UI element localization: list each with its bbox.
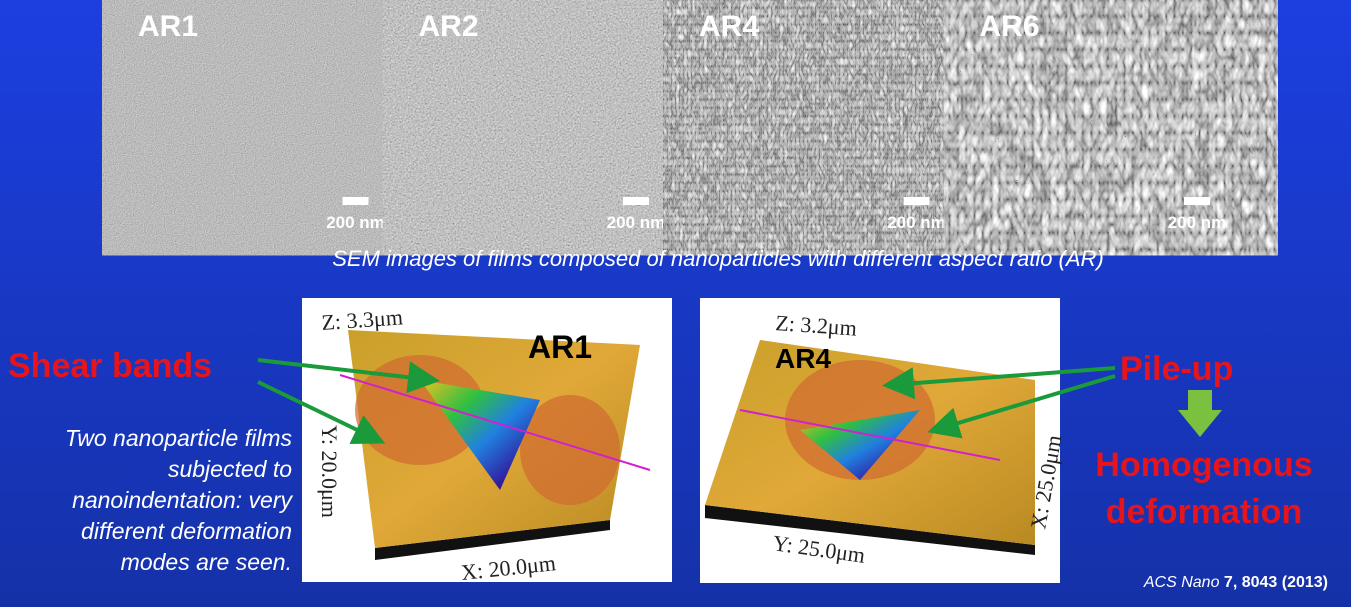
sem-label: AR6 [980,10,1040,43]
scale-bar [1184,197,1210,205]
arrow [257,358,440,394]
scale-text: 200 nm [326,213,385,232]
y-label: Y: 20.0μm [317,425,342,518]
description-line: modes are seen. [121,549,292,575]
indent [420,380,540,490]
sem-image [130,8,409,233]
afm-label: AR1 [528,329,592,365]
profile-line [739,409,1001,461]
sem-label: AR4 [699,10,759,43]
sem-caption: SEM images of films composed of nanopart… [332,246,1104,271]
sem-label: AR1 [138,10,198,43]
sem-image [971,8,1250,233]
citation: ACS Nano 7, 8043 (2013) [1143,574,1328,591]
down-arrow [1178,390,1222,437]
arrow [882,366,1116,400]
afm-base [705,505,1035,555]
result: Homogenous deformation [1095,446,1312,531]
sem-image [410,8,689,233]
pile-up [520,395,620,505]
scale-bar [342,197,369,205]
description: Two nanoparticle films subjected to nanoin… [65,425,294,575]
description-line: Two nanoparticle films [65,425,293,451]
sem-image [691,8,970,233]
scale-text: 200 nm [1168,213,1227,232]
arrow [927,374,1116,439]
arrow [257,380,386,444]
journal: ACS Nano [1143,574,1220,591]
result-line: deformation [1106,493,1302,531]
pile-up-label: Pile-up [1120,350,1233,388]
result-line: Homogenous [1095,446,1312,484]
afm-label: AR4 [775,343,831,374]
description-line: subjected to [168,456,292,482]
profile-line [339,374,651,471]
description-line: different deformation [81,518,292,544]
scale-text: 200 nm [887,213,946,232]
scale-text: 200 nm [607,213,666,232]
sem-row: AR1 200 nm AR2 200 nm AR4 200 nm AR6 200 nm [130,8,1250,233]
afm-base [375,520,610,560]
sem-label: AR2 [419,10,479,43]
description-line: nanoindentation: very [72,487,293,513]
scale-bar [903,197,930,205]
scale-bar [623,197,649,205]
shear-bands: Shear bands [8,347,212,385]
z-label: Z: 3.3μm [321,304,404,335]
z-label: Z: 3.2μm [775,310,858,341]
reference: 7, 8043 (2013) [1224,574,1328,591]
pile-up [355,355,485,465]
